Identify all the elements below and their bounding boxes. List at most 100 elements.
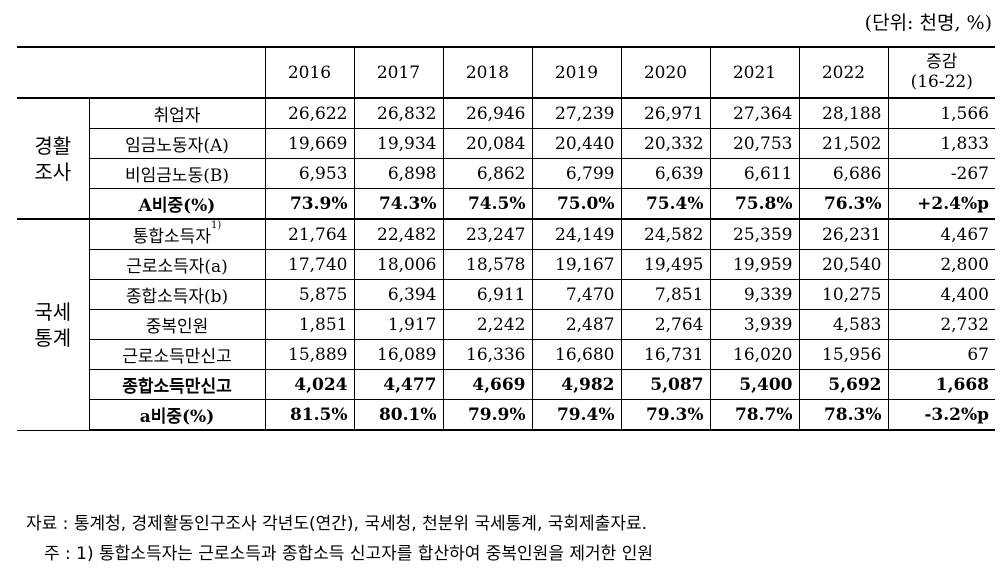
unit-label: (단위: 천명, %) <box>864 12 992 34</box>
value-cell: 19,167 <box>531 249 622 280</box>
row-label: 근로소득만신고 <box>88 339 266 370</box>
header-blank <box>17 46 266 99</box>
value-cell: 20,084 <box>442 128 533 159</box>
value-cell: 74.3% <box>353 188 444 220</box>
row-label: 중복인원 <box>88 309 266 340</box>
value-cell: 21,502 <box>798 128 889 159</box>
value-cell: 2,242 <box>442 309 533 340</box>
change-cell: +2.4%p <box>887 188 995 220</box>
row-label: 비임금노동(B) <box>88 158 266 189</box>
value-cell: 6,799 <box>531 158 622 189</box>
table-row: 중복인원 1,851 1,917 2,242 2,487 2,764 3,939 4,583… <box>17 309 995 340</box>
value-cell: 20,540 <box>798 249 889 280</box>
value-cell: 19,669 <box>264 128 355 159</box>
value-cell: 1,851 <box>264 309 355 340</box>
table-row: A비중(%) 73.9% 74.3% 74.5% 75.0% 75.4% 75.8% 76.… <box>17 188 995 220</box>
value-cell: 4,583 <box>798 309 889 340</box>
change-cell: -3.2%p <box>887 399 995 431</box>
value-cell: 6,898 <box>353 158 444 189</box>
header-change: 증감 (16-22) <box>887 46 995 99</box>
header-year: 2017 <box>353 46 444 99</box>
value-cell: 10,275 <box>798 279 889 310</box>
value-cell: 16,089 <box>353 339 444 370</box>
value-cell: 26,231 <box>798 218 889 250</box>
change-cell: -267 <box>887 158 995 189</box>
row-label: 종합소득자(b) <box>88 279 266 310</box>
value-cell: 6,611 <box>709 158 800 189</box>
row-label: 근로소득자(a) <box>88 249 266 280</box>
table-row: 국세 통계 통합소득자1) 21,764 22,482 23,247 24,149 24,… <box>17 218 995 431</box>
value-cell: 16,336 <box>442 339 533 370</box>
header-year: 2021 <box>709 46 800 99</box>
value-cell: 6,639 <box>620 158 711 189</box>
value-cell: 22,482 <box>353 218 444 250</box>
row-label: 취업자 <box>88 97 266 129</box>
value-cell: 4,669 <box>442 369 533 400</box>
source-note: 자료 : 통계청, 경제활동인구조사 각년도(연간), 국세청, 천분위 국세통… <box>26 514 648 534</box>
value-cell: 80.1% <box>353 399 444 431</box>
value-cell: 19,934 <box>353 128 444 159</box>
value-cell: 6,686 <box>798 158 889 189</box>
value-cell: 26,971 <box>620 97 711 129</box>
row-label-text: 통합소득자 <box>132 227 211 247</box>
value-cell: 5,400 <box>709 369 800 400</box>
value-cell: 26,946 <box>442 97 533 129</box>
value-cell: 28,188 <box>798 97 889 129</box>
value-cell: 1,917 <box>353 309 444 340</box>
row-label: 통합소득자1) <box>88 218 266 250</box>
value-cell: 16,020 <box>709 339 800 370</box>
header-change-line2: (16-22) <box>910 71 973 92</box>
value-cell: 9,339 <box>709 279 800 310</box>
value-cell: 20,332 <box>620 128 711 159</box>
income-table: 2016 2017 2018 2019 2020 2021 2022 증감 (16… <box>17 46 995 431</box>
table-row: 종합소득자(b) 5,875 6,394 6,911 7,470 7,851 9,339 1… <box>17 279 995 310</box>
header-year: 2018 <box>442 46 533 99</box>
value-cell: 81.5% <box>264 399 355 431</box>
value-cell: 6,953 <box>264 158 355 189</box>
value-cell: 75.4% <box>620 188 711 220</box>
table-row: 임금노동자(A) 19,669 19,934 20,084 20,440 20,332 2… <box>17 128 995 159</box>
footnote-marker: 1) <box>210 220 222 231</box>
value-cell: 17,740 <box>264 249 355 280</box>
header-year: 2020 <box>620 46 711 99</box>
value-cell: 4,024 <box>264 369 355 400</box>
group-label-labor-survey: 경활 조사 <box>17 97 90 220</box>
table-row: 경활 조사 취업자 26,622 26,832 26,946 27,239 26,971 2… <box>17 97 995 220</box>
change-cell: 2,800 <box>887 249 995 280</box>
value-cell: 24,149 <box>531 218 622 250</box>
row-label: 임금노동자(A) <box>88 128 266 159</box>
value-cell: 79.4% <box>531 399 622 431</box>
value-cell: 76.3% <box>798 188 889 220</box>
value-cell: 6,911 <box>442 279 533 310</box>
group-label-line: 국세 <box>34 299 72 324</box>
footnote: 주 : 1) 통합소득자는 근로소득과 종합소득 신고자를 합산하여 중복인원을… <box>44 544 653 564</box>
value-cell: 15,889 <box>264 339 355 370</box>
value-cell: 3,939 <box>709 309 800 340</box>
value-cell: 24,582 <box>620 218 711 250</box>
value-cell: 20,440 <box>531 128 622 159</box>
header-row: 2016 2017 2018 2019 2020 2021 2022 증감 (16… <box>17 46 995 99</box>
value-cell: 78.7% <box>709 399 800 431</box>
table-row: a비중(%) 81.5% 80.1% 79.9% 79.4% 79.3% 78.7% 78.… <box>17 399 995 431</box>
group-label-tax-stats: 국세 통계 <box>17 218 90 431</box>
value-cell: 7,470 <box>531 279 622 310</box>
header-year: 2016 <box>264 46 355 99</box>
group-label-line: 경활 <box>34 133 72 158</box>
value-cell: 73.9% <box>264 188 355 220</box>
value-cell: 19,959 <box>709 249 800 280</box>
value-cell: 23,247 <box>442 218 533 250</box>
value-cell: 27,239 <box>531 97 622 129</box>
row-label: A비중(%) <box>88 188 266 220</box>
value-cell: 26,832 <box>353 97 444 129</box>
value-cell: 6,394 <box>353 279 444 310</box>
change-cell: 2,732 <box>887 309 995 340</box>
value-cell: 74.5% <box>442 188 533 220</box>
value-cell: 20,753 <box>709 128 800 159</box>
table-row: 근로소득자(a) 17,740 18,006 18,578 19,167 19,495 1… <box>17 249 995 280</box>
group-label-line: 조사 <box>34 159 72 184</box>
value-cell: 15,956 <box>798 339 889 370</box>
table-row: 비임금노동(B) 6,953 6,898 6,862 6,799 6,639 6,611 6… <box>17 158 995 189</box>
table-row: 종합소득만신고 4,024 4,477 4,669 4,982 5,087 5,400 5,… <box>17 369 995 400</box>
value-cell: 78.3% <box>798 399 889 431</box>
row-label: 종합소득만신고 <box>88 369 266 400</box>
